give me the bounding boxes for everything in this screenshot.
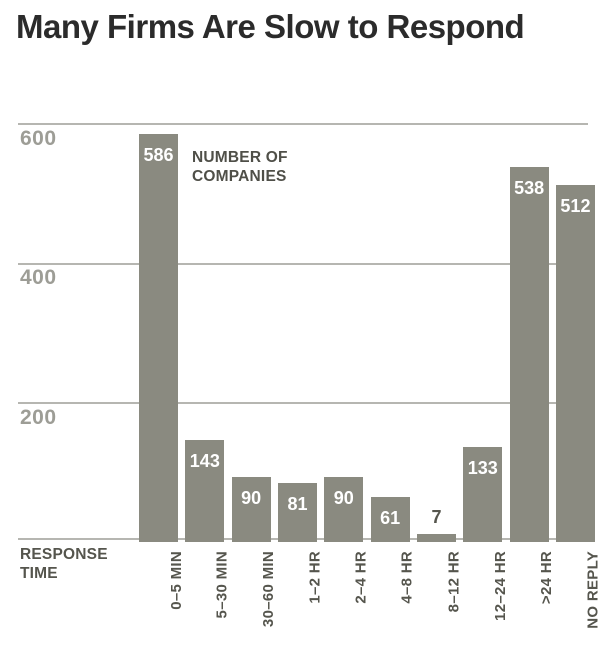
x-tick-label: 8–12 HR (445, 551, 463, 613)
bar-value-label: 90 (333, 488, 354, 508)
x-tick-cell: 5–30 MIN (185, 551, 231, 654)
x-tick-label: 2–4 HR (352, 551, 370, 604)
bar-12–24 HR: 133 (463, 447, 503, 542)
x-tick-cell: 30–60 MIN (232, 551, 277, 654)
bar-2–4 HR: 90 (324, 477, 364, 542)
x-tick-cell: NO REPLY (556, 551, 601, 654)
x-tick-label: NO REPLY (584, 551, 602, 629)
bar-value-label: 90 (241, 488, 262, 508)
gridline-600 (18, 123, 588, 125)
gridline-200 (18, 402, 588, 404)
x-tick-label: >24 HR (538, 551, 556, 605)
bars-group: 586 143 90 81 90 61 7 133 538 512 (139, 124, 595, 542)
bar-value-label: 81 (287, 494, 308, 514)
gridline-400 (18, 263, 588, 265)
bar-8–12 HR: 7 (416, 507, 456, 542)
page-title: Many Firms Are Slow to Respond (16, 8, 525, 45)
series-annotation: NUMBER OF COMPANIES (192, 149, 288, 185)
x-axis-title: RESPONSE TIME (20, 546, 108, 582)
x-tick-cell: >24 HR (510, 551, 555, 654)
bar-0–5 MIN: 586 (139, 134, 178, 542)
x-tick-cell: 0–5 MIN (139, 551, 185, 654)
x-tick-cell: 8–12 HR (417, 551, 462, 654)
y-tick-label-400: 400 (20, 266, 57, 289)
x-tick-cell: 4–8 HR (371, 551, 416, 654)
bar-value-label: 586 (143, 145, 174, 165)
x-tick-label: 12–24 HR (491, 551, 509, 621)
bar-5–30 MIN: 143 (185, 440, 225, 542)
y-tick-label-600: 600 (20, 127, 57, 150)
x-tick-cell: 12–24 HR (463, 551, 509, 654)
x-tick-cell: 1–2 HR (278, 551, 323, 654)
bar-value-label: 512 (560, 196, 591, 216)
bar-value-label: 133 (467, 458, 498, 478)
bar-1–2 HR: 81 (277, 483, 317, 542)
bar->24 HR: 538 (509, 167, 549, 542)
x-tick-label: 5–30 MIN (213, 551, 231, 619)
bar-value-label: 7 (431, 507, 442, 527)
x-tick-label: 0–5 MIN (167, 551, 185, 610)
x-tick-label: 1–2 HR (306, 551, 324, 604)
x-tick-label: 30–60 MIN (260, 551, 278, 628)
x-tick-cell: 2–4 HR (324, 551, 370, 654)
bar-30–60 MIN: 90 (231, 477, 271, 542)
bar-value-label: 538 (514, 178, 545, 198)
x-tick-label: 4–8 HR (399, 551, 417, 604)
y-tick-label-200: 200 (20, 406, 57, 429)
bar-NO REPLY: 512 (555, 185, 595, 542)
bar-4–8 HR: 61 (370, 497, 410, 542)
x-tick-labels-group: 0–5 MIN 5–30 MIN 30–60 MIN 1–2 HR 2–4 HR 4–8 … (139, 551, 602, 654)
bar-value-label: 143 (189, 451, 220, 471)
bar-value-label: 61 (380, 508, 401, 528)
